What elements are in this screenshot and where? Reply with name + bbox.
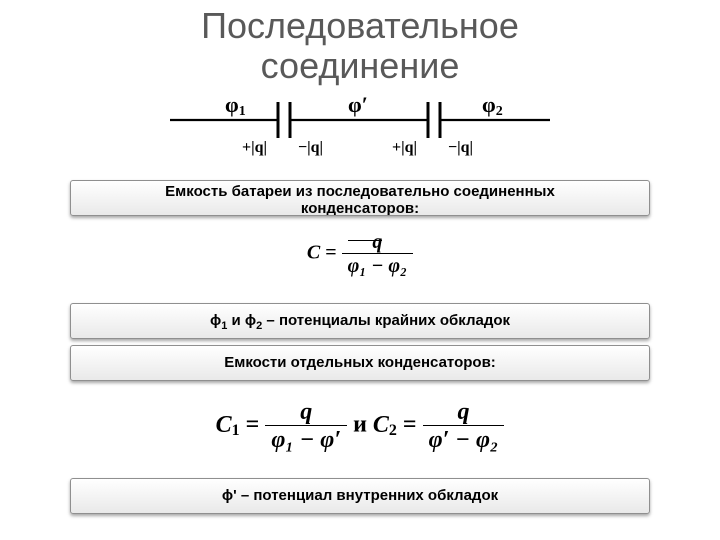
f2-num-a: q xyxy=(265,400,347,426)
b2-mid: и ϕ xyxy=(227,312,256,329)
phi1-label: φ1 xyxy=(225,92,246,119)
b3-text: Емкости отдельных конденсаторов: xyxy=(224,354,496,371)
phi2-label: φ2 xyxy=(482,92,503,119)
banner1-line2: конденсаторов: xyxy=(301,200,419,216)
f2-num-b: q xyxy=(423,400,505,426)
f2-frac-a: q φ₁ − φ′ xyxy=(265,400,347,452)
banner1-line1: Емкость батареи из последовательно соеди… xyxy=(165,183,555,200)
formula-c1-c2: C1 = q φ₁ − φ′ и C2 = q φ′ − φ₂ xyxy=(0,400,720,452)
f1-eq: = xyxy=(325,242,341,264)
b2-post: – потенциалы крайних обкладок xyxy=(262,312,510,329)
phiprime-label: φ′ xyxy=(348,92,368,117)
q1-minus: −|q| xyxy=(298,139,323,156)
f1-fraction: q φ₁ − φ₂ xyxy=(342,232,413,276)
slide: Последовательное соединение φ1 φ′ φ2 +|q… xyxy=(0,0,720,540)
banner-caps-individual: Емкости отдельных конденсаторов: xyxy=(70,345,650,381)
f1-C: C xyxy=(307,242,320,264)
circuit-svg: φ1 φ′ φ2 +|q| −|q| +|q| −|q| xyxy=(170,80,550,160)
banner-phi12: ϕ1 и ϕ2 – потенциалы крайних обкладок xyxy=(70,303,650,339)
circuit-diagram: φ1 φ′ φ2 +|q| −|q| +|q| −|q| xyxy=(170,80,550,160)
f2-C1: C1 xyxy=(216,412,240,438)
f1-den: φ₁ − φ₂ xyxy=(342,254,413,276)
banner-phiprime: ϕ' – потенциал внутренних обкладок xyxy=(70,478,650,514)
title-line1: Последовательное xyxy=(201,5,519,46)
f2-den-a: φ₁ − φ′ xyxy=(265,426,347,452)
f2-den-b: φ′ − φ₂ xyxy=(423,426,505,452)
f1-num: q xyxy=(342,232,413,254)
f2-eq2: = xyxy=(403,412,423,438)
f1-extra-dash xyxy=(348,240,382,241)
slide-title: Последовательное соединение xyxy=(0,6,720,85)
b4-text: ϕ' – потенциал внутренних обкладок xyxy=(222,487,498,504)
f2-and: и xyxy=(353,412,373,438)
q1-plus: +|q| xyxy=(242,139,267,156)
b2-pre: ϕ xyxy=(210,312,221,329)
f2-frac-b: q φ′ − φ₂ xyxy=(423,400,505,452)
f2-C2: C2 xyxy=(373,412,397,438)
f2-eq1: = xyxy=(246,412,266,438)
q2-minus: −|q| xyxy=(448,139,473,156)
banner-capacity-series: Емкость батареи из последовательно соеди… xyxy=(70,180,650,216)
q2-plus: +|q| xyxy=(392,139,417,156)
formula-c-total: C = q φ₁ − φ₂ xyxy=(0,232,720,276)
